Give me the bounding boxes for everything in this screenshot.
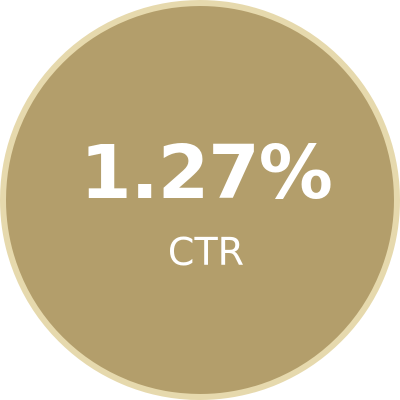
ctr-value: 1.27%: [80, 130, 333, 216]
ctr-label: CTR: [167, 230, 245, 274]
